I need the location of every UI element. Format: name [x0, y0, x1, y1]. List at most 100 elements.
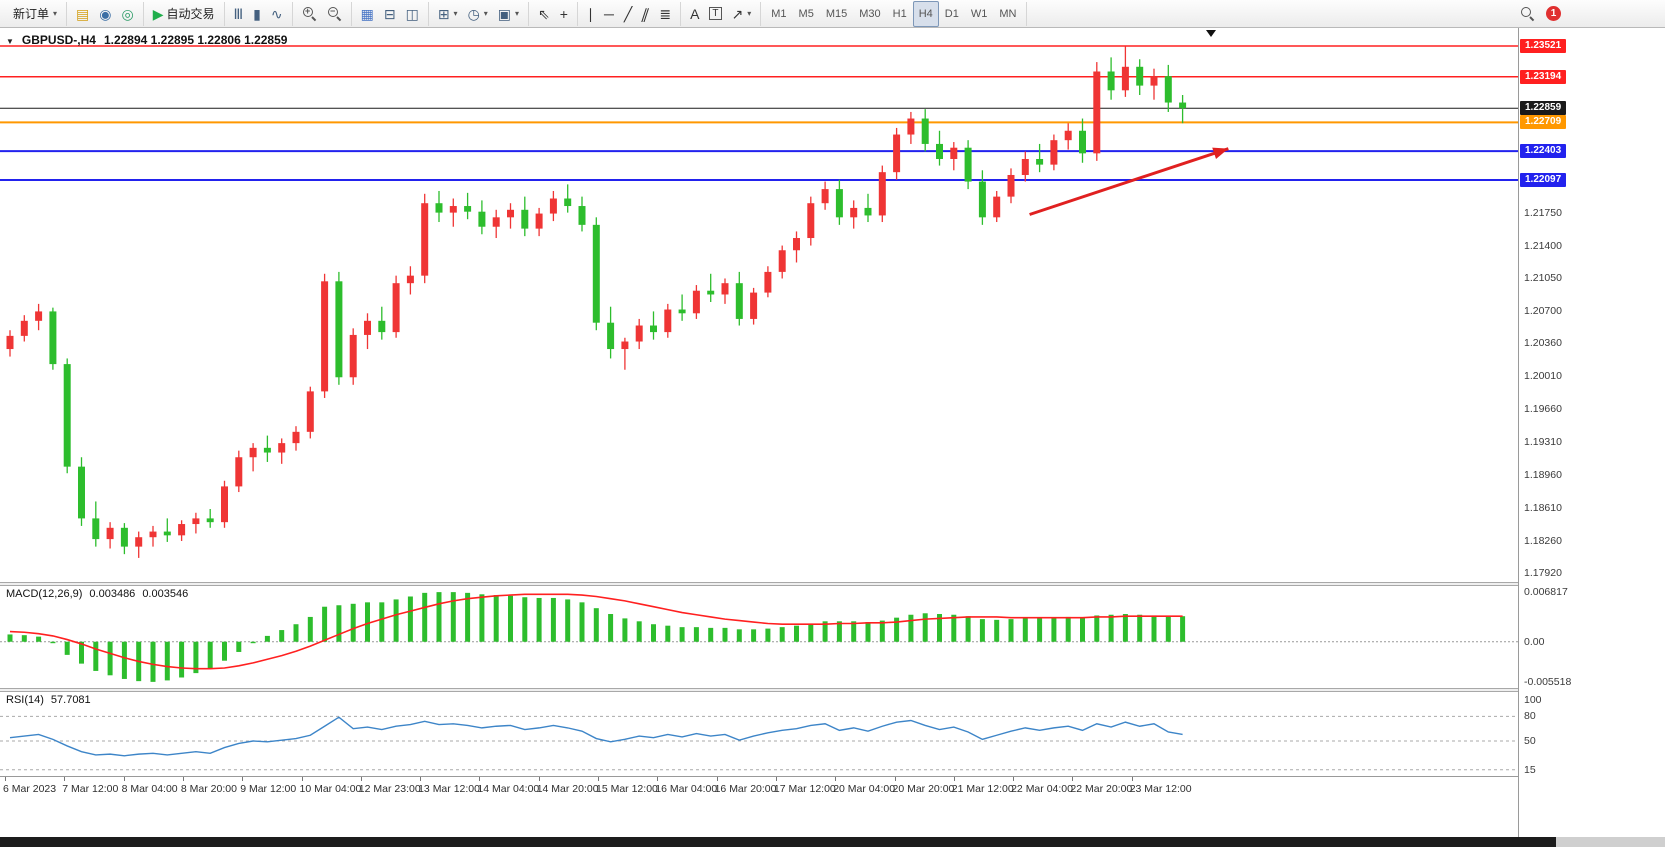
macd-pane[interactable]: MACD(12,26,9) 0.003486 0.003546 — [0, 586, 1518, 688]
price-scale[interactable]: 1.21750 1.21400 1.21050 1.20700 1.20360 1.200… — [1518, 28, 1665, 837]
timeframe-m1-button-label: M1 — [771, 7, 787, 20]
price-level-badge: 1.22859 — [1520, 101, 1567, 116]
mql-community-icon: ◎ — [121, 5, 134, 22]
rsi-chart[interactable] — [0, 692, 1518, 776]
text-label-button[interactable]: T — [704, 2, 726, 26]
zoom-out-button[interactable]: − — [322, 2, 347, 26]
price-level-badge: 1.23521 — [1520, 38, 1567, 53]
market-watch-button[interactable]: ▤ — [71, 2, 94, 26]
dropdown-caret-icon: ▾ — [747, 9, 752, 18]
line-chart-button[interactable]: ∿ — [266, 2, 288, 26]
macd-scale-label: 0.006817 — [1524, 586, 1568, 598]
price-scale-label: 1.18610 — [1524, 502, 1562, 515]
time-axis-label: 17 Mar 12:00 — [773, 783, 836, 795]
timeframe-mn-button[interactable]: MN — [993, 1, 1022, 27]
autotrading-button[interactable]: ▶ 自动交易 — [148, 2, 220, 26]
trend-arrow-annotation[interactable] — [1029, 147, 1229, 216]
price-scale-label: 1.19310 — [1524, 436, 1562, 449]
zoom-in-button[interactable]: + — [297, 2, 322, 26]
templates-icon: ▣ — [497, 5, 512, 22]
candlestick-chart[interactable] — [0, 30, 1518, 582]
time-axis-tick — [360, 777, 362, 781]
terminal-icon: ◉ — [99, 5, 112, 22]
timeframe-w1-button[interactable]: W1 — [965, 1, 994, 27]
timeframe-m1-button[interactable]: M1 — [765, 1, 792, 27]
timeframe-d1-button[interactable]: D1 — [939, 1, 965, 27]
chart-title: ▼ GBPUSD-,H4 1.22894 1.22895 1.22806 1.2… — [6, 33, 287, 47]
tile-vertical-icon: ◫ — [405, 5, 419, 22]
new-order-button[interactable]: 新订单 ▾ — [8, 2, 62, 26]
fibonacci-button[interactable]: ≣ — [654, 2, 676, 26]
timeframe-m15-button[interactable]: M15 — [820, 1, 853, 27]
time-axis-label: 14 Mar 04:00 — [477, 783, 540, 795]
tile-horizontal-icon: ⊟ — [383, 5, 396, 22]
timeframe-m30-button[interactable]: M30 — [853, 1, 886, 27]
price-scale-label: 1.20360 — [1524, 337, 1562, 350]
mql-community-button[interactable]: ◎ — [116, 2, 138, 26]
price-scale-label: 1.20010 — [1524, 370, 1562, 383]
rsi-scale-label: 80 — [1524, 710, 1536, 723]
notification-badge[interactable]: 1 — [1546, 6, 1561, 21]
timeframe-d1-button-label: D1 — [944, 7, 959, 20]
time-axis-label: 16 Mar 20:00 — [714, 783, 777, 795]
tile-vertical-button[interactable]: ◫ — [401, 2, 424, 26]
rsi-pane[interactable]: RSI(14) 57.7081 — [0, 692, 1518, 777]
toolbar-group: + − — [293, 1, 352, 26]
price-chart-pane[interactable]: ▼ GBPUSD-,H4 1.22894 1.22895 1.22806 1.2… — [0, 30, 1518, 582]
toolbar-group: A T ↗ ▾ — [681, 1, 762, 26]
toolbar-group: 1 — [1511, 2, 1565, 26]
arrows-button[interactable]: ↗ ▾ — [727, 2, 757, 26]
terminal-button[interactable]: ◉ — [94, 2, 116, 26]
tile-windows-button[interactable]: ▦ — [356, 2, 379, 26]
templates-button[interactable]: ▣ ▾ — [493, 2, 524, 26]
pane-divider[interactable] — [0, 688, 1665, 692]
timeframe-h4-button[interactable]: H4 — [912, 0, 939, 27]
macd-signal-value: 0.003546 — [142, 588, 189, 600]
trendline-button[interactable]: ╱ — [619, 2, 637, 26]
pane-divider[interactable] — [0, 582, 1665, 586]
scrollbar-thumb[interactable] — [0, 837, 1556, 847]
time-axis-tick — [953, 777, 955, 781]
timeframe-h4-button-label: H4 — [918, 7, 933, 20]
chart-window: ▼ GBPUSD-,H4 1.22894 1.22895 1.22806 1.2… — [0, 28, 1665, 847]
timeframe-h1-button[interactable]: H1 — [887, 1, 913, 27]
time-axis-label: 20 Mar 20:00 — [892, 783, 955, 795]
text-button[interactable]: A — [685, 2, 704, 26]
bar-chart-button[interactable]: Ⅲ — [229, 2, 249, 26]
timeframe-m5-button[interactable]: M5 — [793, 1, 820, 27]
profiles-icon: ◷ — [467, 5, 480, 22]
new-order-button-label: 新订单 — [13, 7, 50, 21]
channel-icon: ∥ — [639, 5, 652, 22]
toolbar-group: 新订单 ▾ — [4, 1, 68, 26]
rsi-title: RSI(14) 57.7081 — [6, 694, 91, 706]
rsi-scale-label: 100 — [1524, 694, 1542, 706]
time-axis[interactable]: 6 Mar 2023 7 Mar 12:00 8 Mar 04:00 8 Mar 20… — [0, 777, 1518, 797]
time-axis-tick — [538, 777, 540, 781]
rsi-scale-label: 15 — [1524, 763, 1536, 776]
chart-shift-marker-icon[interactable] — [1206, 30, 1216, 37]
time-axis-tick — [1072, 777, 1074, 781]
tile-horizontal-button[interactable]: ⊟ — [379, 2, 401, 26]
time-axis-label: 16 Mar 04:00 — [655, 783, 718, 795]
profiles-button[interactable]: ◷ ▾ — [463, 2, 493, 26]
time-axis-label: 8 Mar 20:00 — [180, 783, 237, 795]
dropdown-caret-icon: ▾ — [483, 9, 488, 18]
crosshair-button[interactable]: + — [555, 2, 573, 26]
horizontal-line-button[interactable]: ─ — [599, 2, 619, 26]
price-scale-label: 1.21750 — [1524, 206, 1562, 219]
candlestick-chart-button[interactable]: ▮ — [248, 2, 266, 26]
vertical-line-button[interactable]: ∣ — [582, 2, 599, 26]
cursor-button[interactable]: ⇖ — [533, 2, 555, 26]
time-axis-label: 9 Mar 12:00 — [240, 783, 297, 795]
zoom-in-icon: + — [302, 6, 317, 21]
new-chart-button[interactable]: ⊞ ▾ — [433, 2, 463, 26]
time-axis-label: 20 Mar 04:00 — [833, 783, 896, 795]
time-axis-label: 8 Mar 04:00 — [121, 783, 178, 795]
search-button[interactable] — [1515, 2, 1540, 26]
price-scale-label: 1.21050 — [1524, 272, 1562, 285]
autotrading-icon: ▶ — [152, 5, 164, 22]
channel-button[interactable]: ∥ — [637, 2, 654, 26]
macd-chart[interactable] — [0, 586, 1518, 688]
horizontal-scrollbar[interactable] — [0, 837, 1665, 847]
